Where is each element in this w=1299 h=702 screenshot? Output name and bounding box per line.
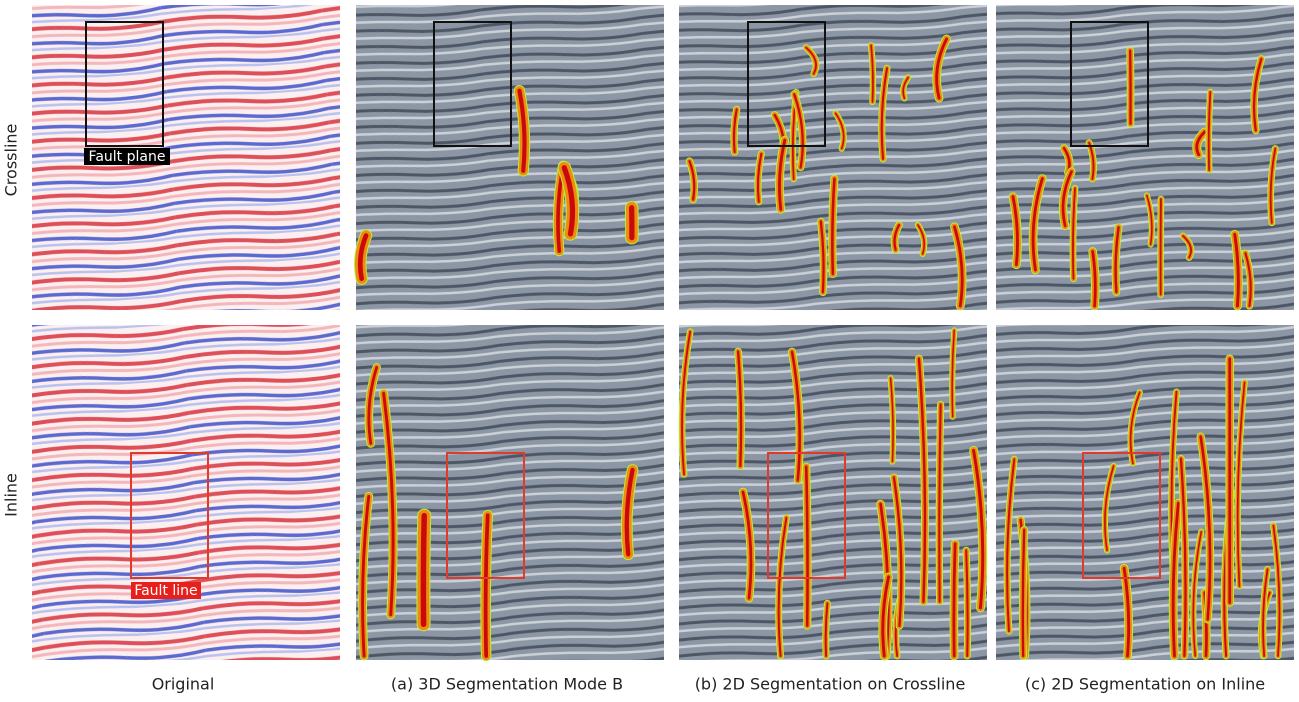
fault-center (952, 542, 957, 658)
label-bg (131, 582, 201, 599)
fault-center (1199, 435, 1212, 621)
fault-center (889, 377, 894, 463)
fault-center (357, 233, 369, 282)
fault-center (681, 330, 692, 476)
fault-center (951, 329, 955, 418)
fault-center (793, 93, 804, 169)
fault-center (972, 448, 985, 610)
fault-center (1269, 147, 1277, 224)
red-box (446, 452, 525, 579)
fault-center (1182, 235, 1192, 259)
fault-center (902, 76, 910, 100)
fault-overlays (354, 34, 1283, 662)
fault-center (1006, 458, 1016, 633)
fault-center (870, 44, 874, 103)
fault-center (893, 223, 901, 251)
seismic-panel (32, 325, 340, 660)
seismic-panel (356, 325, 664, 660)
fault-center (1192, 530, 1203, 657)
fault-center (824, 602, 829, 657)
fault-center (1236, 381, 1246, 588)
row-label: Crossline (2, 124, 21, 197)
fault-center (420, 512, 427, 627)
seismic-panel (996, 325, 1294, 660)
fault-center (732, 108, 738, 154)
fault-center (1031, 177, 1044, 272)
fault-center (367, 366, 379, 445)
seismic-panel (679, 325, 987, 660)
fault-center (790, 350, 801, 482)
column-caption: (b) 2D Segmentation on Crossline (695, 675, 966, 694)
fault-center (953, 225, 964, 308)
fault-center (624, 467, 635, 557)
fault-center (688, 160, 696, 201)
fault-center (1114, 226, 1120, 294)
fault-center (1179, 457, 1187, 658)
fault-center (1262, 568, 1269, 657)
fault-center (1129, 391, 1141, 465)
fault-center (938, 403, 942, 603)
fault-center (483, 513, 490, 658)
panels (32, 5, 1294, 660)
fault-center (834, 112, 845, 150)
black-box (85, 21, 164, 147)
label-bg (84, 148, 170, 165)
fault-center (965, 549, 969, 658)
fault-center (917, 357, 927, 603)
column-caption: (a) 3D Segmentation Mode B (391, 675, 623, 694)
seismic-panel (32, 5, 340, 310)
black-box (1070, 21, 1149, 147)
fault-center (1171, 501, 1180, 658)
fault-center (1021, 528, 1026, 658)
fault-plane-label: Fault plane (89, 149, 166, 165)
fault-center (1244, 252, 1252, 308)
fault-center (361, 494, 371, 658)
fault-center (517, 88, 527, 173)
fault-center (741, 490, 753, 600)
fault-center (881, 575, 891, 658)
fault-center (1146, 194, 1153, 246)
column-caption: (c) 2D Segmentation on Inline (1025, 675, 1265, 694)
fault-center (819, 220, 825, 294)
red-box (1082, 452, 1161, 579)
red-box (130, 452, 209, 579)
row-label: Inline (2, 473, 21, 517)
fault-center (1195, 130, 1206, 157)
red-box (767, 452, 846, 579)
fault-center (917, 224, 926, 255)
fault-center (1272, 524, 1281, 657)
fault-center (382, 391, 395, 617)
fault-center (1011, 195, 1019, 267)
boxes (85, 21, 1161, 579)
fault-center (805, 46, 817, 75)
fault-center (880, 67, 889, 160)
black-box (747, 21, 826, 147)
column-caption: Original (152, 675, 215, 694)
fault-center (1207, 91, 1212, 171)
fault-center (1104, 465, 1115, 552)
fault-center (1252, 57, 1263, 132)
fault-line-label: Fault line (134, 583, 197, 599)
fault-center (935, 37, 948, 100)
fault-center (777, 516, 788, 657)
fault-center (804, 465, 809, 627)
fault-center (831, 177, 836, 276)
black-box (433, 21, 512, 147)
fault-center (1091, 250, 1097, 308)
fault-center (736, 350, 743, 468)
fault-center (1233, 232, 1240, 308)
fault-center (561, 165, 576, 237)
fault-center (1061, 170, 1073, 228)
fault-center (892, 476, 903, 628)
fault-center (1072, 187, 1076, 280)
fault-center (756, 152, 763, 203)
